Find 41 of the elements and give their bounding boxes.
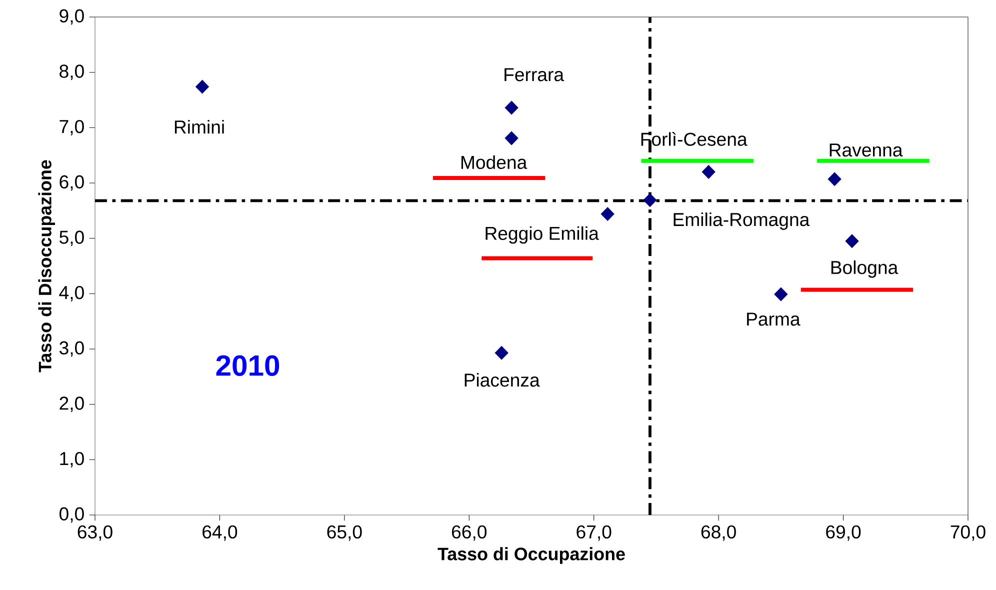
- x-tick-label: 69,0: [826, 525, 861, 541]
- x-tick-label: 70,0: [950, 525, 986, 541]
- point: [845, 234, 859, 248]
- point: [702, 165, 716, 179]
- y-tick-label: 4,0: [59, 286, 84, 302]
- annotation: Rimini: [174, 120, 224, 134]
- y-tick-label: 8,0: [60, 64, 84, 80]
- annotation: Ravenna: [830, 144, 903, 157]
- point: [774, 287, 788, 302]
- annotation: Parma: [747, 312, 800, 326]
- y-tick-label: 0,0: [60, 507, 84, 523]
- y-tick-label: 6,0: [60, 175, 84, 191]
- annotation: Modena: [461, 155, 528, 170]
- x-tick-label: 64,0: [202, 525, 238, 541]
- annotation: Forlì-Cesena: [641, 132, 748, 146]
- y-axis-title: Tasso di Disoccupazione: [38, 160, 55, 372]
- y-tick-label: 2,0: [60, 396, 84, 412]
- x-tick-label: 68,0: [701, 525, 736, 541]
- x-tick-label: 67,0: [576, 525, 612, 541]
- point: [643, 193, 657, 208]
- x-axis-title: Tasso di Occupazione: [438, 547, 625, 564]
- point: [504, 131, 518, 146]
- y-tick-label: 9,0: [60, 9, 84, 25]
- point: [828, 172, 842, 186]
- x-tick-label: 63,0: [78, 525, 112, 541]
- y-tick-label: 1,0: [60, 452, 84, 468]
- annotation: 2010: [216, 355, 280, 376]
- y-tick-label: 7,0: [60, 120, 84, 136]
- point: [504, 100, 518, 115]
- point: [600, 207, 614, 221]
- point: [494, 346, 508, 360]
- annotation: Piacenza: [464, 373, 540, 387]
- point: [196, 80, 209, 94]
- annotation: Emilia-Romagna: [674, 212, 810, 230]
- annotation: Reggio Emilia: [486, 226, 599, 244]
- y-tick-label: 3,0: [59, 341, 84, 357]
- x-tick-label: 65,0: [327, 525, 362, 541]
- x-tick-label: 66,0: [452, 525, 487, 541]
- y-tick-label: 5,0: [60, 230, 84, 246]
- annotation: Bologna: [831, 260, 898, 278]
- annotation: Ferrara: [504, 68, 564, 82]
